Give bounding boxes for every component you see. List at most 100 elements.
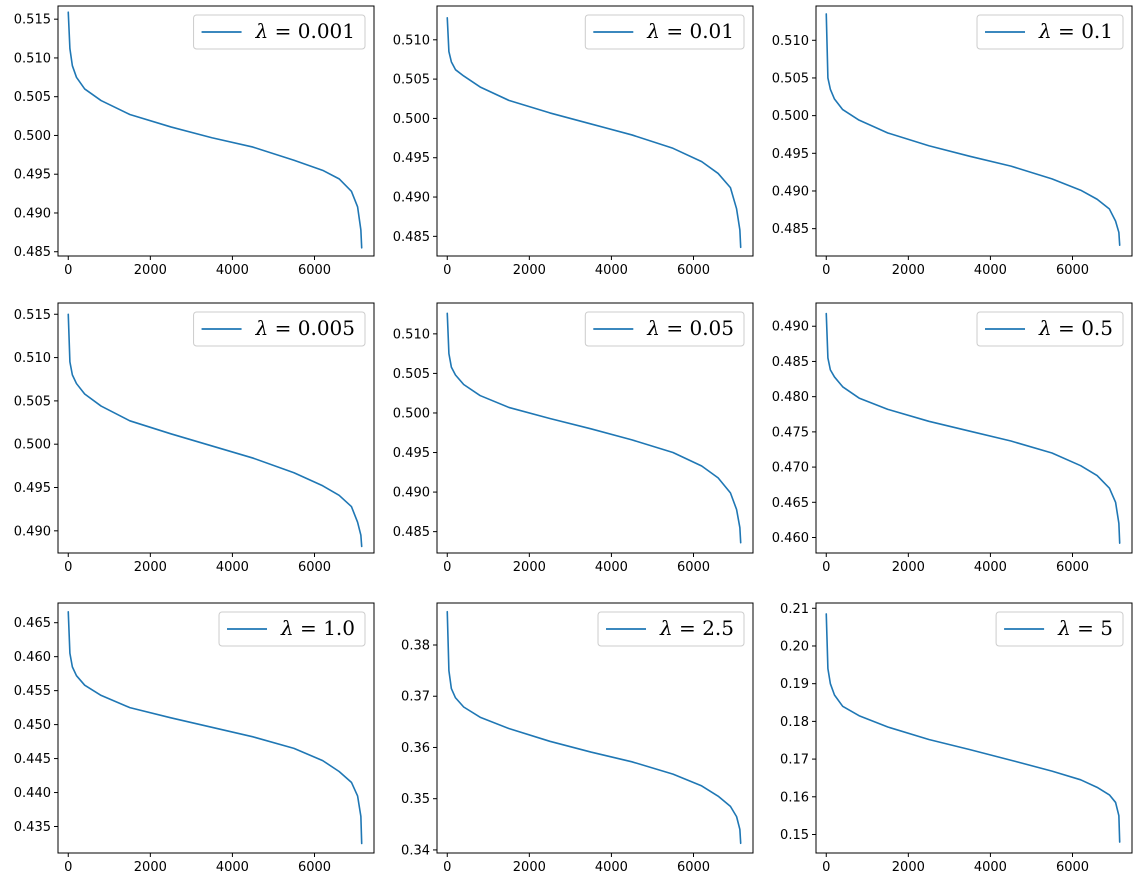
- x-tick-label: 4000: [216, 263, 249, 278]
- x-tick-label: 4000: [216, 860, 249, 875]
- y-tick-label: 0.485: [14, 245, 51, 260]
- subplot-7: 0 2000 4000 6000 0.435 0.440 0.445 0.450 0.455 0.…: [14, 602, 375, 875]
- legend-label: λ = 0.001: [255, 19, 355, 43]
- legend-symbol: λ: [1057, 616, 1071, 640]
- y-tick-label: 0.465: [14, 616, 51, 631]
- legend-equals: =: [1052, 316, 1081, 340]
- x-tick-label: 0: [64, 263, 72, 278]
- legend-value: 5: [1100, 616, 1113, 640]
- x-tick-label: 4000: [595, 860, 628, 875]
- y-tick-label: 0.495: [14, 168, 51, 183]
- x-tick-label: 6000: [1056, 560, 1089, 575]
- x-tick-label: 6000: [298, 560, 331, 575]
- y-tick-label: 0.505: [14, 394, 51, 409]
- y-tick-label: 0.490: [772, 184, 809, 199]
- axes-frame: [815, 302, 1133, 554]
- axes-frame: [57, 302, 375, 554]
- x-tick-label: 2000: [892, 860, 925, 875]
- x-tick-label: 0: [443, 560, 451, 575]
- y-tick-label: 0.20: [780, 639, 809, 654]
- y-tick-label: 0.460: [772, 531, 809, 546]
- y-tick-label: 0.510: [14, 351, 51, 366]
- legend-symbol: λ: [280, 616, 294, 640]
- y-tick-label: 0.505: [393, 73, 430, 88]
- legend-equals: =: [294, 616, 323, 640]
- legend-box: [193, 311, 366, 347]
- legend-value: 0.1: [1081, 19, 1113, 43]
- legend-value: 0.5: [1081, 316, 1113, 340]
- x-tick-label: 0: [64, 560, 72, 575]
- x-tick-label: 0: [443, 263, 451, 278]
- x-tick-label: 4000: [974, 263, 1007, 278]
- y-tick-label: 0.495: [393, 151, 430, 166]
- legend-symbol: λ: [1038, 19, 1052, 43]
- y-tick-label: 0.505: [393, 367, 430, 382]
- y-tick-label: 0.36: [401, 741, 430, 756]
- y-tick-label: 0.495: [772, 147, 809, 162]
- legend-value: 0.05: [689, 316, 734, 340]
- x-tick-label: 0: [822, 860, 830, 875]
- y-tick-label: 0.34: [401, 843, 430, 858]
- legend-label: λ = 0.05: [646, 316, 734, 340]
- x-tick-label: 2000: [134, 560, 167, 575]
- y-tick-label: 0.475: [772, 425, 809, 440]
- series-line: [825, 312, 1121, 544]
- legend-symbol: λ: [646, 316, 660, 340]
- legend: λ = 5: [995, 611, 1124, 647]
- legend: λ = 0.05: [584, 311, 745, 347]
- x-tick-label: 4000: [216, 560, 249, 575]
- x-tick-label: 2000: [513, 560, 546, 575]
- y-tick-label: 0.435: [14, 820, 51, 835]
- legend-value: 1.0: [323, 616, 355, 640]
- y-tick-label: 0.500: [14, 438, 51, 453]
- legend: λ = 2.5: [597, 611, 745, 647]
- legend: λ = 0.1: [976, 14, 1124, 50]
- series-line: [825, 13, 1121, 247]
- y-tick-label: 0.490: [393, 191, 430, 206]
- axes-frame: [436, 602, 754, 854]
- legend-equals: =: [660, 316, 689, 340]
- y-tick-label: 0.490: [393, 486, 430, 501]
- subplot-6: 0 2000 4000 6000 0.460 0.465 0.470 0.475 0.480 0.…: [772, 302, 1133, 575]
- x-tick-label: 6000: [1056, 263, 1089, 278]
- legend-box: [597, 611, 745, 647]
- x-tick-label: 6000: [298, 263, 331, 278]
- legend-label: λ = 1.0: [280, 616, 355, 640]
- x-tick-label: 6000: [298, 860, 331, 875]
- x-tick-label: 2000: [513, 860, 546, 875]
- y-tick-label: 0.505: [14, 90, 51, 105]
- y-tick-label: 0.510: [772, 34, 809, 49]
- legend-label: λ = 2.5: [659, 616, 734, 640]
- y-tick-label: 0.38: [401, 639, 430, 654]
- y-tick-label: 0.37: [401, 690, 430, 705]
- subplot-1: 0 2000 4000 6000 0.485 0.490 0.495 0.500 0.505 0.…: [14, 5, 375, 278]
- y-tick-label: 0.16: [780, 790, 809, 805]
- axes-frame: [436, 5, 754, 257]
- y-tick-label: 0.495: [393, 446, 430, 461]
- y-tick-label: 0.495: [14, 481, 51, 496]
- y-tick-label: 0.490: [14, 524, 51, 539]
- legend-equals: =: [1071, 616, 1100, 640]
- series-line: [67, 11, 363, 249]
- legend-label: λ = 0.005: [255, 316, 355, 340]
- legend-box: [584, 311, 745, 347]
- y-tick-label: 0.445: [14, 752, 51, 767]
- y-tick-label: 0.485: [393, 525, 430, 540]
- y-tick-label: 0.460: [14, 650, 51, 665]
- x-tick-label: 4000: [974, 560, 1007, 575]
- series-line: [67, 313, 363, 548]
- x-tick-label: 4000: [595, 263, 628, 278]
- y-tick-label: 0.465: [772, 496, 809, 511]
- legend-box: [218, 611, 366, 647]
- x-tick-label: 6000: [677, 263, 710, 278]
- y-tick-label: 0.515: [14, 13, 51, 28]
- y-tick-label: 0.15: [780, 828, 809, 843]
- y-tick-label: 0.18: [780, 715, 809, 730]
- axes-frame: [815, 602, 1133, 854]
- x-tick-label: 4000: [595, 560, 628, 575]
- series-line: [825, 613, 1121, 843]
- y-tick-label: 0.21: [780, 602, 809, 617]
- y-tick-label: 0.485: [772, 222, 809, 237]
- y-tick-label: 0.455: [14, 684, 51, 699]
- legend-value: 0.01: [689, 19, 734, 43]
